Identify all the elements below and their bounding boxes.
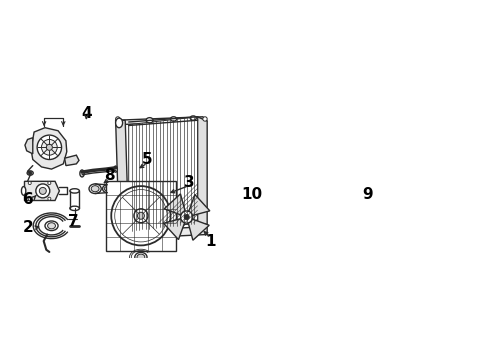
Circle shape (48, 181, 51, 185)
Polygon shape (164, 194, 185, 215)
Circle shape (36, 184, 50, 198)
Circle shape (48, 197, 51, 200)
Polygon shape (188, 219, 209, 240)
Polygon shape (31, 128, 67, 169)
Text: 5: 5 (142, 152, 153, 167)
Ellipse shape (257, 184, 265, 190)
Text: 10: 10 (242, 187, 263, 202)
Ellipse shape (351, 187, 356, 190)
Ellipse shape (80, 170, 84, 177)
Circle shape (203, 224, 207, 228)
Polygon shape (129, 117, 197, 231)
Polygon shape (24, 181, 59, 201)
Ellipse shape (48, 223, 55, 229)
Polygon shape (119, 227, 207, 239)
Ellipse shape (137, 254, 145, 260)
Polygon shape (65, 155, 79, 166)
Circle shape (28, 197, 31, 200)
Ellipse shape (102, 185, 112, 193)
Ellipse shape (114, 166, 118, 172)
Circle shape (39, 188, 46, 194)
Polygon shape (164, 219, 185, 240)
Ellipse shape (135, 252, 147, 262)
Polygon shape (25, 138, 33, 154)
Ellipse shape (349, 185, 359, 192)
Circle shape (119, 231, 123, 236)
Polygon shape (116, 117, 207, 125)
Circle shape (203, 117, 207, 121)
Text: 6: 6 (23, 192, 34, 207)
Circle shape (116, 117, 120, 121)
Circle shape (46, 144, 52, 150)
Ellipse shape (91, 186, 99, 192)
Polygon shape (116, 120, 129, 231)
Ellipse shape (45, 221, 58, 230)
Circle shape (137, 212, 145, 219)
Polygon shape (197, 117, 207, 227)
Circle shape (181, 211, 193, 223)
Ellipse shape (190, 116, 196, 120)
Ellipse shape (255, 183, 267, 192)
Circle shape (111, 186, 171, 246)
Ellipse shape (27, 171, 33, 175)
Ellipse shape (116, 118, 122, 128)
Text: 8: 8 (104, 168, 115, 183)
Ellipse shape (171, 117, 177, 121)
Ellipse shape (89, 184, 101, 194)
Circle shape (28, 181, 31, 185)
Text: 3: 3 (184, 175, 194, 190)
Polygon shape (189, 194, 210, 216)
Text: 1: 1 (205, 234, 216, 248)
Circle shape (134, 209, 148, 223)
Text: 2: 2 (23, 220, 34, 235)
Text: 4: 4 (81, 106, 92, 121)
Circle shape (28, 171, 32, 175)
Ellipse shape (146, 118, 153, 123)
Circle shape (37, 135, 62, 159)
Text: 7: 7 (68, 214, 78, 229)
Ellipse shape (104, 186, 110, 191)
Polygon shape (106, 181, 176, 251)
Ellipse shape (70, 189, 79, 193)
Ellipse shape (70, 206, 79, 211)
Text: 9: 9 (362, 187, 373, 202)
Circle shape (184, 215, 189, 220)
Circle shape (42, 139, 57, 155)
Circle shape (115, 190, 167, 242)
Ellipse shape (22, 186, 26, 195)
